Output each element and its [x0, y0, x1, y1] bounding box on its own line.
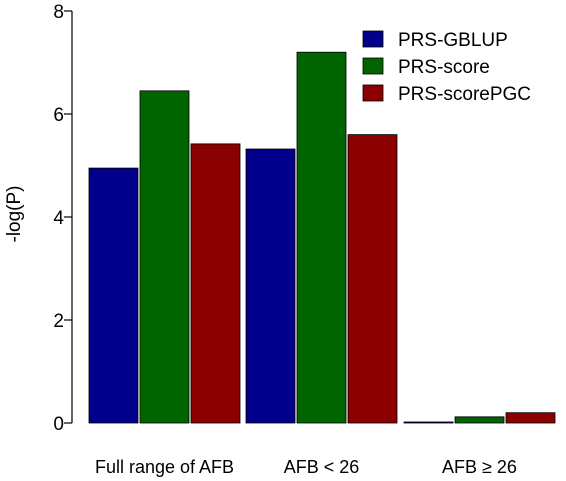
- legend-label: PRS-scorePGC: [398, 84, 531, 105]
- y-tick-label: 8: [53, 2, 64, 23]
- y-axis: 0 2 4 6 8: [53, 2, 73, 435]
- bar-prs-gblup-2: [245, 148, 296, 424]
- y-axis-label: -log(P): [4, 185, 25, 242]
- x-axis-labels: Full range of AFB AFB < 26 AFB ≥ 26: [95, 457, 517, 477]
- y-tick-label: 4: [53, 208, 64, 229]
- legend: PRS-GBLUP PRS-score PRS-scorePGC: [362, 30, 531, 105]
- bar-prs-scorepgc-2: [347, 134, 398, 424]
- bar-prs-score-3: [454, 416, 505, 424]
- legend-swatch: [362, 84, 384, 102]
- x-category-label: AFB < 26: [284, 457, 360, 477]
- bar-prs-score-2: [296, 51, 347, 424]
- legend-swatch: [362, 30, 384, 48]
- legend-label: PRS-GBLUP: [398, 30, 508, 51]
- y-tick-label: 6: [53, 105, 64, 126]
- bars: [88, 51, 556, 424]
- y-tick-label: 0: [53, 414, 64, 435]
- x-category-label: Full range of AFB: [95, 457, 234, 477]
- bar-prs-gblup-1: [88, 167, 139, 424]
- bar-prs-scorepgc-3: [505, 412, 556, 424]
- legend-swatch: [362, 57, 384, 75]
- y-tick-label: 2: [53, 311, 64, 332]
- legend-label: PRS-score: [398, 57, 490, 78]
- x-category-label: AFB ≥ 26: [442, 457, 517, 477]
- bar-prs-score-1: [139, 90, 190, 424]
- bar-prs-gblup-3: [403, 421, 454, 424]
- bar-prs-scorepgc-1: [190, 143, 241, 424]
